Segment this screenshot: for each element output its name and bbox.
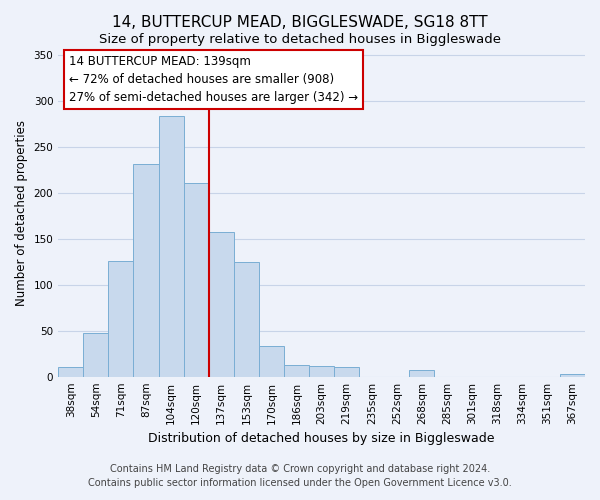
Text: 14 BUTTERCUP MEAD: 139sqm
← 72% of detached houses are smaller (908)
27% of semi: 14 BUTTERCUP MEAD: 139sqm ← 72% of detac… [69,55,358,104]
Bar [560,374,585,376]
Y-axis label: Number of detached properties: Number of detached properties [15,120,28,306]
Bar [259,346,284,376]
Bar [309,366,334,376]
Bar [158,116,184,376]
Bar [184,182,209,376]
Bar [209,232,234,376]
Text: Contains HM Land Registry data © Crown copyright and database right 2024.
Contai: Contains HM Land Registry data © Crown c… [88,464,512,487]
Bar [409,370,434,376]
Text: 14, BUTTERCUP MEAD, BIGGLESWADE, SG18 8TT: 14, BUTTERCUP MEAD, BIGGLESWADE, SG18 8T… [112,15,488,30]
Bar [334,368,359,376]
Text: Size of property relative to detached houses in Biggleswade: Size of property relative to detached ho… [99,32,501,46]
Bar [83,334,109,376]
Bar [58,366,83,376]
Bar [133,164,158,376]
Bar [234,262,259,376]
X-axis label: Distribution of detached houses by size in Biggleswade: Distribution of detached houses by size … [148,432,495,445]
Bar [284,364,309,376]
Bar [109,260,133,376]
